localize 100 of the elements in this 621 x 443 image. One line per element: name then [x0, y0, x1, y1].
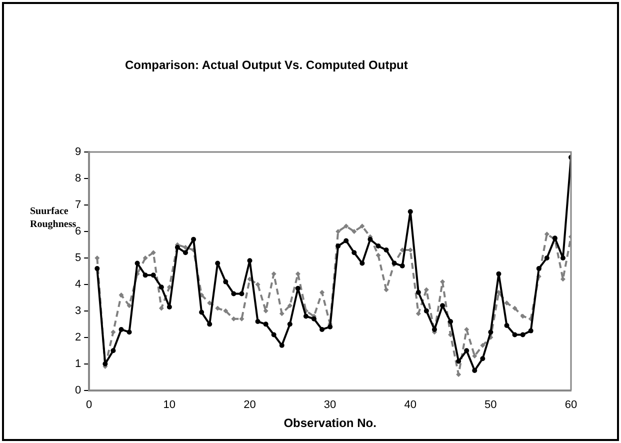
point: [158, 284, 164, 290]
point: [528, 328, 534, 334]
point: [182, 244, 188, 250]
point: [384, 287, 389, 292]
point: [134, 260, 140, 266]
point: [520, 314, 526, 319]
point: [102, 361, 108, 366]
y-tick-label: 5: [74, 252, 82, 264]
point: [360, 260, 365, 266]
chart-title: Comparison: Actual Output Vs. Computed Output: [125, 58, 408, 72]
x-tick-label: 40: [404, 399, 416, 412]
point: [150, 272, 156, 278]
y-tick-label: 7: [74, 199, 82, 212]
point: [287, 322, 292, 327]
point: [344, 224, 349, 229]
point: [352, 250, 357, 256]
point: [166, 284, 172, 290]
point: [376, 244, 381, 249]
point: [504, 300, 510, 306]
point: [255, 282, 260, 287]
point: [480, 356, 486, 362]
point: [255, 319, 260, 324]
point: [464, 348, 470, 354]
point: [456, 372, 462, 378]
point: [126, 330, 132, 335]
y-tick-label: 0: [74, 384, 82, 396]
point: [150, 250, 156, 256]
point: [166, 304, 172, 310]
point: [215, 306, 220, 311]
point: [464, 326, 470, 332]
point: [158, 306, 164, 311]
y-tick-label: 8: [74, 172, 82, 185]
point: [142, 272, 148, 278]
point: [279, 311, 284, 316]
x-axis-title: Observation No.: [284, 416, 376, 430]
y-tick-label: 6: [74, 226, 82, 238]
point: [118, 292, 124, 298]
point: [279, 342, 284, 348]
point: [368, 236, 373, 242]
point: [480, 342, 486, 348]
point: [424, 287, 429, 292]
point: [504, 323, 510, 328]
point: [320, 290, 325, 295]
point: [320, 326, 325, 332]
point: [287, 303, 292, 308]
point: [376, 252, 381, 258]
point: [560, 255, 566, 260]
point: [328, 324, 333, 330]
point: [488, 330, 494, 335]
point: [416, 290, 421, 295]
point: [536, 266, 542, 272]
point: [110, 348, 116, 354]
point: [271, 271, 276, 276]
point: [408, 209, 413, 214]
point: [231, 291, 236, 296]
y-axis-title: Suurface Roughness: [30, 206, 76, 230]
point: [295, 286, 300, 291]
y-tick-label: 9: [74, 146, 82, 158]
point: [94, 266, 100, 272]
point: [118, 326, 124, 332]
x-tick-label: 20: [244, 399, 256, 412]
point: [360, 224, 365, 229]
x-tick-label: 50: [484, 399, 497, 412]
point: [110, 330, 116, 335]
point: [142, 255, 148, 260]
x-tick-label: 10: [163, 399, 176, 412]
point: [207, 322, 212, 327]
x-tick-label: 60: [564, 399, 578, 412]
point: [560, 276, 566, 282]
point: [215, 260, 220, 266]
point: [352, 228, 357, 234]
point: [424, 308, 429, 314]
point: [456, 358, 462, 364]
point: [126, 303, 132, 308]
y-tick-label: 3: [74, 304, 82, 317]
y-tick-label: 4: [74, 278, 82, 290]
point: [400, 263, 405, 268]
point: [472, 353, 478, 358]
point: [472, 368, 478, 374]
point: [247, 258, 252, 264]
point: [94, 255, 100, 260]
y-tick-label: 2: [74, 331, 82, 344]
point: [440, 279, 445, 284]
point: [303, 314, 308, 319]
point: [544, 255, 550, 260]
point: [448, 319, 454, 324]
point: [336, 244, 341, 249]
point: [223, 279, 228, 284]
point: [223, 308, 228, 314]
point: [199, 310, 204, 315]
x-tick-label: 0: [86, 399, 92, 412]
point: [295, 271, 300, 276]
point: [191, 236, 196, 242]
x-tick-label: 30: [324, 399, 336, 412]
y-tick-label: 1: [74, 358, 82, 370]
point: [416, 311, 421, 316]
point: [512, 332, 518, 338]
point: [263, 308, 268, 314]
point: [520, 332, 526, 338]
point: [239, 291, 244, 296]
